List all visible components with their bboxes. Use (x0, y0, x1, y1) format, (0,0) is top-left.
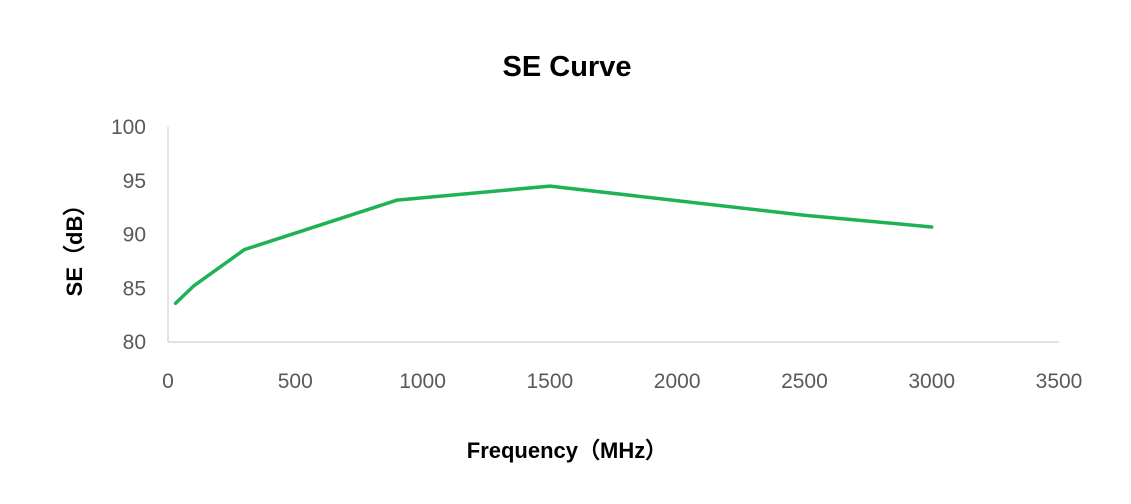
x-tick-label: 3000 (908, 370, 955, 393)
x-tick-label: 2500 (781, 370, 828, 393)
x-tick-label: 2000 (654, 370, 701, 393)
y-tick-label: 80 (123, 331, 146, 354)
y-tick-label: 85 (123, 277, 146, 300)
y-axis: 100 95 90 85 80 (111, 116, 169, 354)
y-tick-label: 100 (111, 116, 146, 139)
x-tick-label: 1000 (399, 370, 446, 393)
x-tick-label: 1500 (526, 370, 573, 393)
series-layer (173, 184, 934, 306)
y-tick-label: 90 (123, 224, 146, 247)
x-axis-title: Frequency（MHz） (467, 438, 667, 463)
x-tick-label: 3500 (1036, 370, 1083, 393)
x-tick-label: 0 (162, 370, 174, 393)
chart-title: SE Curve (503, 51, 632, 83)
x-axis: 0 500 1000 1500 2000 2500 3000 3500 (162, 341, 1083, 393)
y-tick-label: 95 (123, 170, 146, 193)
x-tick-label: 500 (278, 370, 313, 393)
y-axis-title: SE（dB） (62, 194, 87, 297)
series-line (173, 184, 934, 306)
